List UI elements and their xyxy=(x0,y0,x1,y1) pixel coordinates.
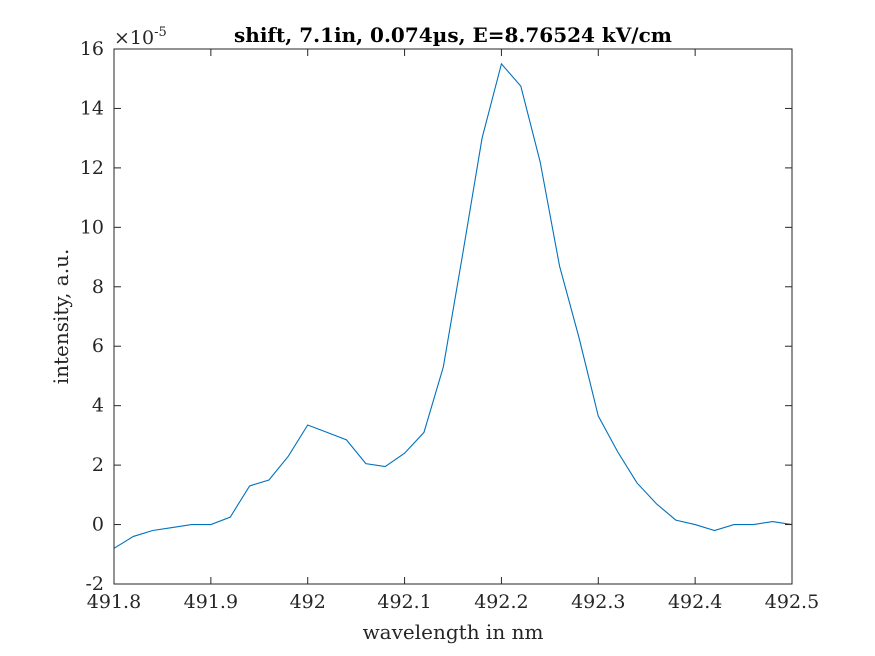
x-axis: 491.8 491.9 492 492.1 492.2 492.3 492.4 492.5 xyxy=(87,49,819,613)
x-tick-label: 492.4 xyxy=(668,591,722,613)
x-tick-label: 492.1 xyxy=(377,591,431,613)
y-tick-label: 2 xyxy=(92,454,104,476)
series-line xyxy=(113,62,793,549)
axes-box xyxy=(113,48,793,585)
y-tick-label: 8 xyxy=(92,276,104,298)
plot-area xyxy=(113,48,793,585)
y-tick-label: 10 xyxy=(80,216,104,238)
x-tick-label: 491.8 xyxy=(87,591,141,613)
x-tick-label: 491.9 xyxy=(184,591,238,613)
x-tick-label: 492.2 xyxy=(474,591,528,613)
y-tick-label: 6 xyxy=(92,335,104,357)
plot-background xyxy=(114,49,792,584)
x-tick-label: 492.5 xyxy=(765,591,819,613)
x-tick-label: 492 xyxy=(290,591,326,613)
x-axis-label: wavelength in nm xyxy=(363,620,544,644)
y-axis-multiplier-exponent: -5 xyxy=(154,25,167,40)
chart-title: shift, 7.1in, 0.074µs, E=8.76524 kV/cm xyxy=(234,23,672,47)
y-tick-label: 14 xyxy=(80,97,104,119)
y-tick-label: -2 xyxy=(85,573,104,595)
y-tick-label: 0 xyxy=(92,514,104,536)
y-tick-label: 16 xyxy=(80,38,104,60)
y-axis-multiplier: ×10-5 xyxy=(114,25,167,49)
y-axis-label: intensity, a.u. xyxy=(49,249,73,385)
y-axis: -2 0 2 4 6 8 10 12 14 16 xyxy=(80,38,792,595)
y-tick-label: 12 xyxy=(80,157,104,179)
x-tick-label: 492.3 xyxy=(571,591,625,613)
y-axis-multiplier-base: ×10 xyxy=(114,27,154,49)
y-tick-label: 4 xyxy=(92,395,104,417)
